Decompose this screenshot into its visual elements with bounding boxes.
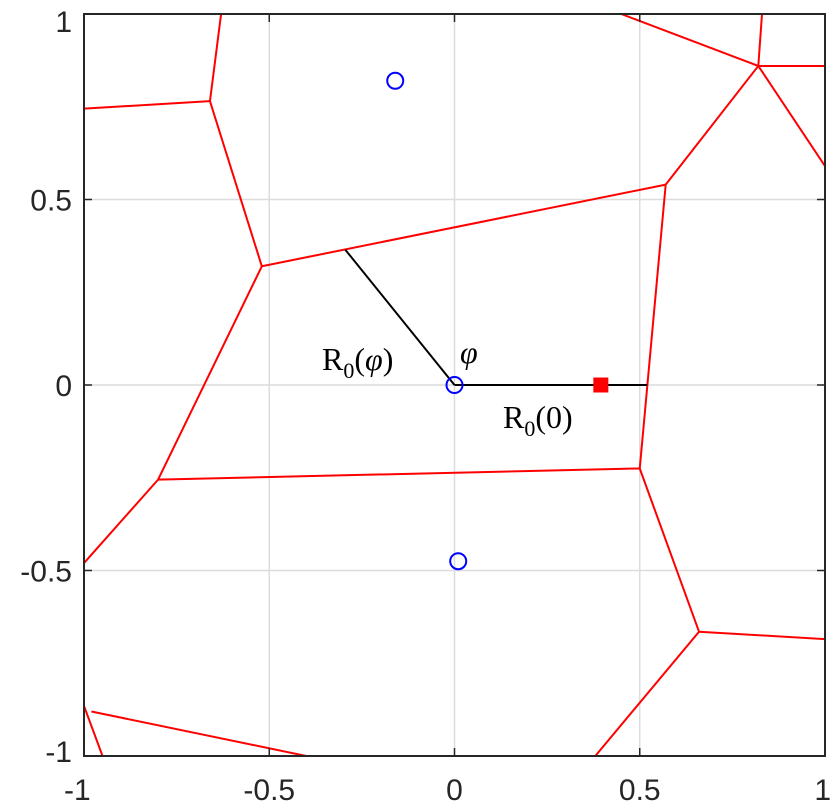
voronoi-edge-10 bbox=[698, 630, 826, 641]
voronoi-edge-3 bbox=[261, 183, 666, 268]
y-tick-label-0: -1 bbox=[45, 736, 72, 769]
site-marker-0 bbox=[386, 71, 405, 90]
y-tick-label-4: 1 bbox=[55, 6, 72, 39]
voronoi-edge-17 bbox=[91, 710, 307, 757]
voronoi-edge-4 bbox=[157, 265, 263, 481]
site-marker-2 bbox=[449, 552, 468, 571]
x-tick-label-4: 1 bbox=[814, 774, 830, 807]
y-tick-label-1: -0.5 bbox=[20, 556, 72, 589]
voronoi-edge-2 bbox=[209, 100, 263, 267]
markers bbox=[386, 71, 609, 571]
voronoi-edge-5 bbox=[158, 467, 640, 481]
voronoi-edge-0 bbox=[83, 100, 211, 110]
annotation-r0-phi: R0(φ) bbox=[322, 341, 393, 383]
x-tick-label-0: -1 bbox=[64, 774, 91, 807]
voronoi-edge-16 bbox=[83, 705, 104, 757]
voronoi-edge-1 bbox=[208, 13, 223, 102]
voronoi-edge-11 bbox=[594, 631, 700, 757]
radius-rays bbox=[344, 248, 648, 386]
voronoi-edge-13 bbox=[757, 65, 826, 167]
voronoi-edge-14 bbox=[757, 13, 764, 67]
voronoi-edge-7 bbox=[664, 65, 760, 186]
voronoi-edges bbox=[83, 13, 826, 757]
y-tick-label-3: 0.5 bbox=[30, 185, 72, 218]
x-tick-label-1: -0.5 bbox=[243, 774, 295, 807]
voronoi-edge-6 bbox=[83, 478, 159, 564]
axis-ticks: -1 -0.5 0 0.5 1 -1 -0.5 0 0.5 1 bbox=[20, 6, 830, 807]
x-tick-label-2: 0 bbox=[446, 774, 463, 807]
voronoi-edge-15 bbox=[620, 13, 759, 67]
radius-ray-1 bbox=[344, 248, 456, 386]
y-tick-label-2: 0 bbox=[55, 370, 72, 403]
voronoi-edge-9 bbox=[638, 468, 700, 633]
annotation-r0-zero: R0(0) bbox=[503, 399, 573, 441]
annotation-phi: φ bbox=[460, 334, 478, 370]
site-marker-1 bbox=[445, 376, 464, 394]
square-marker bbox=[593, 377, 609, 393]
x-tick-label-3: 0.5 bbox=[619, 774, 661, 807]
voronoi-edge-8 bbox=[638, 184, 667, 469]
